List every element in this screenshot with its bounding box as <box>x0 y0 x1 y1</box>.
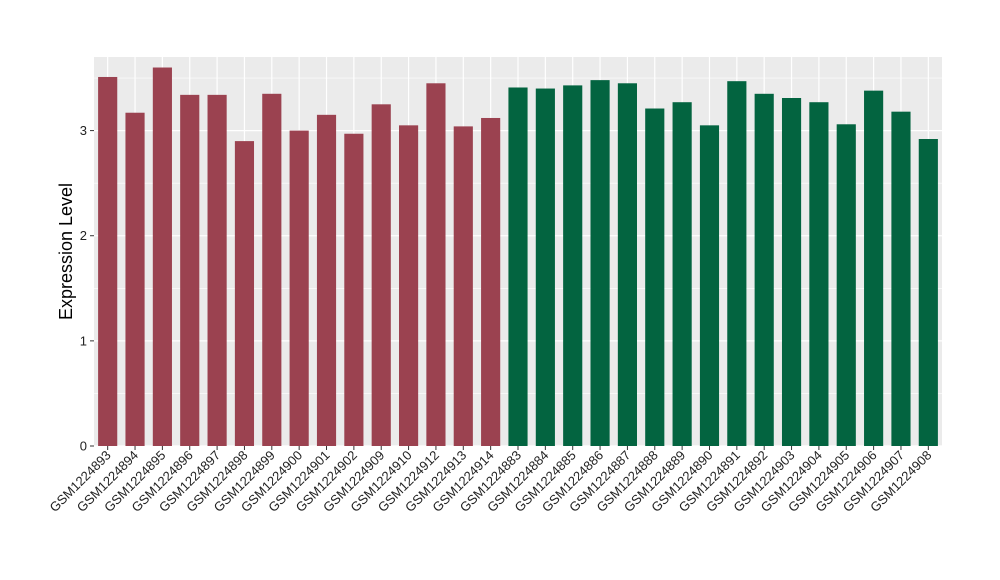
bar-gsm1224883 <box>508 87 528 446</box>
bar-gsm1224893 <box>98 76 118 446</box>
bar-gsm1224902 <box>344 133 364 446</box>
bar-gsm1224890 <box>699 125 720 447</box>
bar-gsm1224903 <box>781 98 802 447</box>
bar-gsm1224913 <box>453 126 473 446</box>
bar-gsm1224904 <box>809 102 829 447</box>
bar-gsm1224900 <box>289 130 309 446</box>
bar-gsm1224905 <box>836 124 856 446</box>
bar-gsm1224899 <box>262 93 282 446</box>
bar-gsm1224884 <box>535 88 555 447</box>
y-tick-label: 1 <box>80 333 87 348</box>
bar-gsm1224907 <box>891 111 911 446</box>
bar-gsm1224889 <box>672 102 692 447</box>
y-tick-label: 2 <box>80 228 87 243</box>
bar-gsm1224892 <box>754 93 774 446</box>
bar-gsm1224885 <box>563 85 583 447</box>
y-axis: 0 1 2 3 <box>80 123 94 454</box>
bar-gsm1224910 <box>399 125 419 447</box>
bar-gsm1224886 <box>590 80 610 446</box>
bar-gsm1224894 <box>125 112 145 446</box>
bar-gsm1224898 <box>234 141 255 447</box>
x-axis: GSM1224893GSM1224894GSM1224895GSM1224896… <box>46 446 934 515</box>
y-tick-label: 3 <box>80 123 87 138</box>
bar-gsm1224906 <box>864 90 884 446</box>
bar-gsm1224888 <box>645 108 665 447</box>
bar-gsm1224914 <box>481 117 501 446</box>
bar-gsm1224895 <box>152 67 172 446</box>
bar-gsm1224887 <box>617 83 637 446</box>
bar-gsm1224891 <box>727 81 747 446</box>
bar-gsm1224897 <box>207 94 227 447</box>
bar-gsm1224909 <box>371 104 391 446</box>
bar-gsm1224912 <box>426 83 446 446</box>
bar-gsm1224901 <box>316 114 337 446</box>
bar-gsm1224908 <box>918 139 938 446</box>
bar-gsm1224896 <box>180 94 200 447</box>
y-axis-title: Expression Level <box>56 183 76 320</box>
bars <box>98 67 938 447</box>
y-tick-label: 0 <box>80 439 87 454</box>
